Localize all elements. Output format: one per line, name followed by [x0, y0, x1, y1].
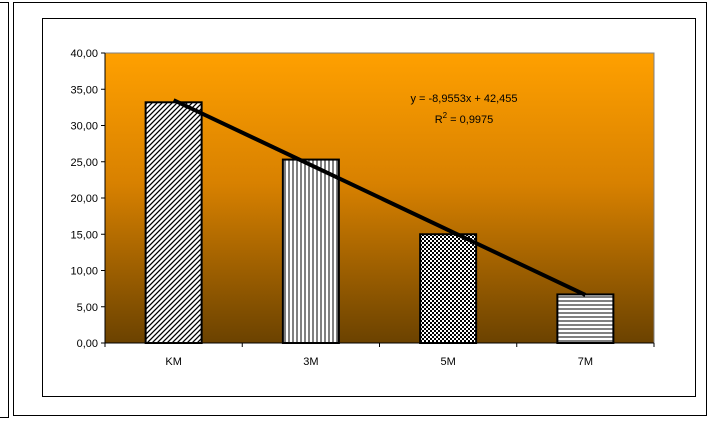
bar-5m	[419, 233, 478, 344]
bars	[144, 101, 615, 344]
y-ticks: 0,00 5,00 10,00 15,00 20,00 25,00 30,00 35,00 40…	[70, 48, 105, 350]
bar-km	[144, 101, 203, 344]
y-tick-label: 30,00	[70, 121, 98, 133]
y-tick-label: 0,00	[77, 338, 98, 350]
y-tick-label: 25,00	[70, 157, 98, 169]
trendline-equation: y = -8,9553x + 42,455	[410, 93, 517, 105]
x-tick-label: 5M	[440, 356, 455, 368]
bar-3m	[281, 158, 340, 344]
y-tick-label: 10,00	[70, 266, 98, 278]
x-tick-label: 3M	[303, 356, 318, 368]
y-tick-label: 20,00	[70, 193, 98, 205]
y-tick-label: 15,00	[70, 229, 98, 241]
y-tick-label: 35,00	[70, 84, 98, 96]
trendline	[172, 98, 587, 297]
y-tick-label: 5,00	[77, 302, 98, 314]
x-ticks: KM 3M 5M 7M	[104, 343, 655, 368]
trendline-r-squared: R2 = 0,9975	[435, 111, 494, 126]
x-tick-label: KM	[165, 356, 182, 368]
x-tick-label: 7M	[578, 356, 593, 368]
y-tick-label: 40,00	[70, 48, 98, 60]
bar-7m	[556, 293, 615, 344]
adjacent-panel-edge	[0, 2, 9, 418]
